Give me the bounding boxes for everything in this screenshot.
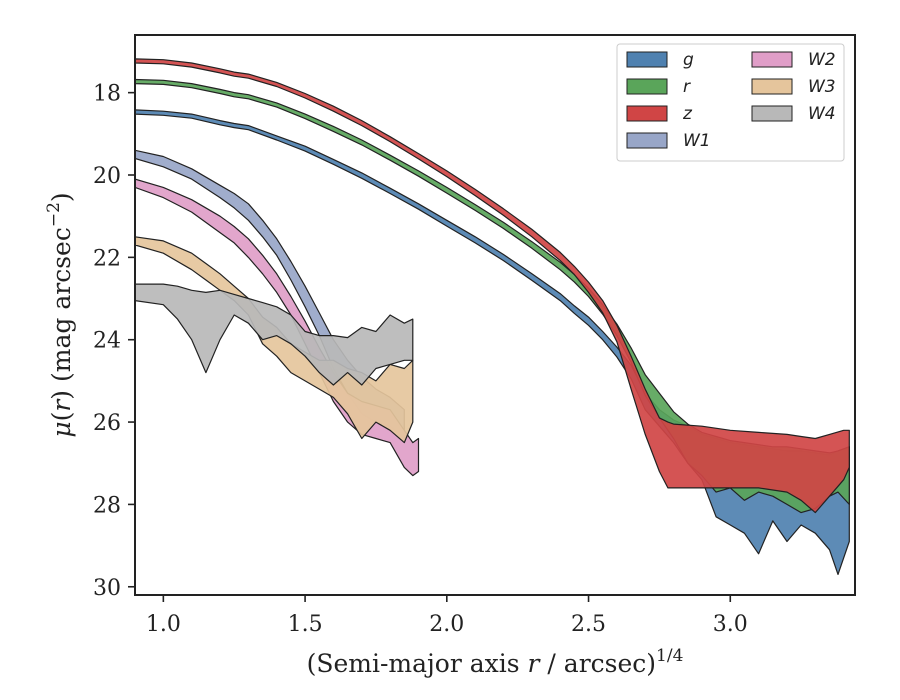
legend-swatch-w3: [751, 78, 793, 95]
x-tick-label: 3.0: [713, 612, 748, 637]
legend-label-r: r: [683, 77, 691, 97]
legend-frame: [616, 43, 845, 162]
legend-label-z: z: [682, 104, 693, 124]
legend-swatch-w2: [751, 51, 793, 68]
plot-frame: [134, 34, 856, 596]
legend-label-w1: W1: [683, 131, 711, 151]
legend-swatch-z: [626, 105, 668, 122]
legend-swatch-r: [626, 78, 668, 95]
legend-label-w2: W2: [808, 50, 836, 70]
y-tick-label: 30: [93, 576, 121, 601]
y-tick-label: 26: [93, 411, 121, 436]
x-tick-label: 2.5: [571, 612, 606, 637]
y-axis-title: μ(r) (mag arcsec−2): [44, 192, 76, 437]
x-tick-label: 2.0: [429, 612, 464, 637]
legend-swatch-g: [626, 51, 668, 68]
y-tick-label: 20: [93, 164, 121, 189]
band-w4: [135, 283, 414, 386]
x-tick-label: 1.5: [288, 612, 323, 637]
band-z: [135, 58, 850, 514]
x-axis-ticks: 1.0 1.5 2.0 2.5 3.0: [146, 595, 748, 637]
legend-label-w4: W4: [808, 104, 836, 124]
y-axis-ticks: 18 20 22 24 26 28 30: [93, 82, 135, 601]
legend-label-g: g: [683, 50, 694, 70]
y-tick-label: 18: [93, 82, 121, 107]
profile-bands: [135, 58, 850, 576]
y-tick-label: 22: [93, 246, 121, 271]
legend-label-w3: W3: [808, 77, 836, 97]
chart-legend: grz W1 W2 W3 W4: [616, 43, 845, 162]
y-tick-label: 28: [93, 493, 121, 518]
x-axis-title: (Semi-major axis r / arcsec)1/4: [307, 646, 684, 678]
legend-swatch-w1: [626, 132, 668, 149]
x-tick-label: 1.0: [146, 612, 181, 637]
y-tick-label: 24: [93, 329, 121, 354]
legend-swatch-w4: [751, 105, 793, 122]
band-g: [135, 109, 850, 576]
